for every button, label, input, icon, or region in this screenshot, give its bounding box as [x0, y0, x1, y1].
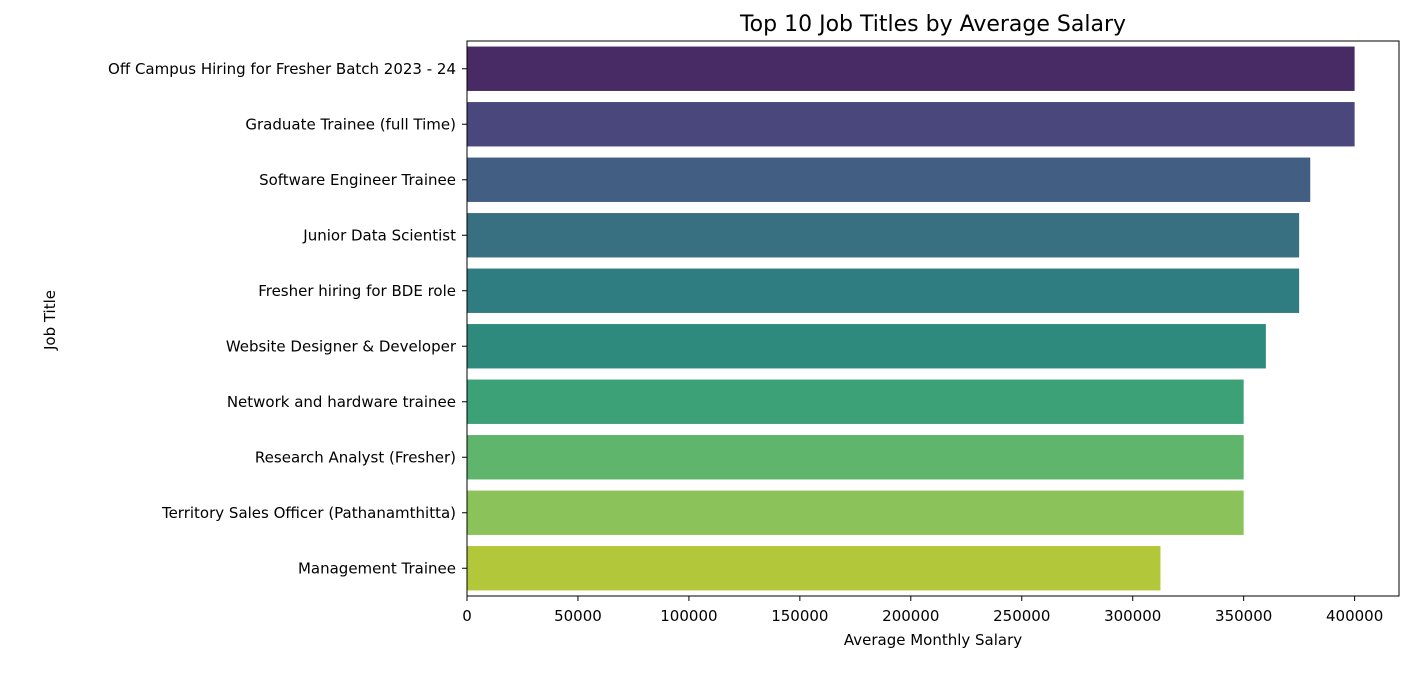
x-axis-label: Average Monthly Salary	[844, 631, 1022, 649]
x-tick-label: 100000	[660, 607, 717, 625]
bar	[467, 102, 1355, 147]
x-tick-label: 150000	[771, 607, 828, 625]
x-tick-label: 50000	[554, 607, 602, 625]
bar	[467, 379, 1244, 424]
y-tick-label: Off Campus Hiring for Fresher Batch 2023…	[108, 60, 456, 78]
bar	[467, 157, 1311, 202]
y-axis-label: Job Title	[41, 290, 59, 351]
y-tick-label: Website Designer & Developer	[226, 337, 457, 355]
bar	[467, 435, 1244, 480]
x-tick-label: 200000	[882, 607, 939, 625]
y-tick-label: Network and hardware trainee	[227, 393, 456, 411]
y-tick-label: Graduate Trainee (full Time)	[245, 115, 456, 133]
x-tick-label: 300000	[1104, 607, 1161, 625]
bar	[467, 324, 1266, 369]
bar	[467, 490, 1244, 535]
x-tick-labels: 0 50000 100000 150000 200000 250000 300000 3500…	[462, 596, 1383, 625]
bars-group	[467, 46, 1355, 591]
chart-title: Top 10 Job Titles by Average Salary	[739, 12, 1126, 37]
x-tick-label: 0	[462, 607, 472, 625]
bar	[467, 213, 1300, 258]
y-tick-labels: Off Campus Hiring for Fresher Batch 2023…	[108, 60, 467, 577]
y-tick-label: Fresher hiring for BDE role	[258, 282, 456, 300]
bar	[467, 46, 1355, 91]
y-tick-label: Junior Data Scientist	[302, 226, 456, 244]
bar	[467, 546, 1161, 591]
y-tick-label: Management Trainee	[298, 559, 456, 577]
y-tick-label: Software Engineer Trainee	[259, 171, 456, 189]
plot-frame	[466, 40, 1400, 597]
x-tick-label: 250000	[993, 607, 1050, 625]
x-tick-label: 400000	[1326, 607, 1383, 625]
y-tick-label: Territory Sales Officer (Pathanamthitta)	[161, 504, 456, 522]
x-tick-label: 350000	[1215, 607, 1272, 625]
bar	[467, 268, 1300, 313]
y-tick-label: Research Analyst (Fresher)	[255, 448, 456, 466]
